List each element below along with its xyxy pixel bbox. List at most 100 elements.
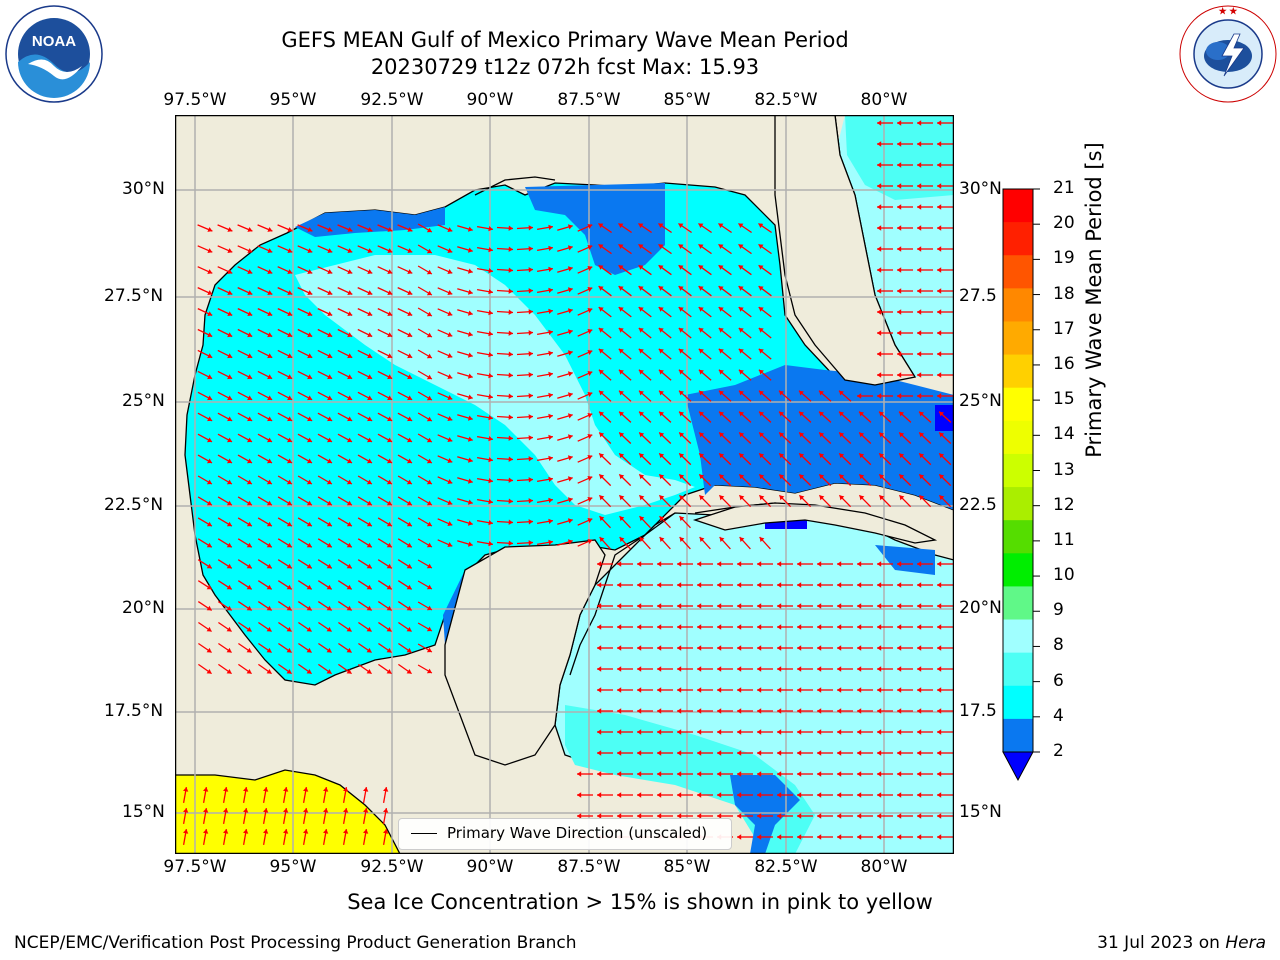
wave-arrow-head	[817, 687, 822, 693]
wave-arrow-head	[618, 369, 624, 375]
wave-arrow-head	[587, 224, 593, 229]
wave-arrow-head	[426, 437, 432, 443]
wave-arrow-head	[303, 787, 309, 792]
wave-arrow-head	[206, 479, 212, 485]
wave-arrow-head	[899, 411, 904, 417]
wave-arrow-head	[346, 542, 352, 548]
wave-arrow-head	[677, 729, 682, 735]
lon-label-bottom: 97.5°W	[163, 857, 227, 877]
wave-arrow-head	[599, 411, 604, 417]
wave-arrow-head	[739, 474, 745, 480]
wave-arrow-head	[857, 645, 862, 651]
noaa-logo-text: NOAA	[32, 33, 76, 50]
wave-arrow-head	[777, 750, 782, 756]
wave-arrow-head	[528, 267, 533, 273]
wave-arrow-head	[246, 647, 252, 653]
wave-arrow-head	[617, 729, 622, 735]
wave-arrow-head	[467, 394, 473, 400]
wave-arrow-head	[738, 369, 744, 375]
lat-label-right: 25°N	[959, 391, 1002, 411]
wave-arrow-head	[679, 411, 684, 417]
wave-arrow-head	[286, 542, 292, 548]
wave-arrow-head	[897, 834, 902, 840]
wave-arrow-head	[227, 269, 233, 274]
wave-arrow-head	[326, 542, 332, 548]
wave-arrow-head	[567, 434, 573, 440]
wave-arrow-head	[937, 582, 942, 588]
wave-arrow-head	[528, 393, 533, 399]
wave-arrow-head	[917, 750, 922, 756]
wave-arrow-head	[658, 328, 664, 333]
wave-arrow-head	[637, 813, 642, 819]
wave-arrow-head	[286, 584, 292, 590]
wave-arrow-head	[426, 605, 432, 611]
wave-arrow-head	[659, 432, 665, 438]
wave-arrow-head	[697, 708, 702, 714]
wave-arrow-head	[738, 328, 744, 333]
wave-arrow-head	[618, 307, 624, 312]
wave-arrow-head	[367, 290, 373, 295]
wave-arrow-head	[263, 787, 269, 792]
wave-arrow-head	[657, 792, 662, 798]
wave-arrow-head	[597, 792, 602, 798]
wave-arrow-head	[597, 813, 602, 819]
wave-arrow-head	[528, 372, 533, 378]
wave-arrow-head	[226, 542, 232, 548]
wave-arrow-head	[346, 479, 352, 485]
wave-arrow-head	[717, 708, 722, 714]
wave-arrow-head	[307, 353, 313, 359]
wave-arrow-head	[677, 603, 682, 609]
wave-arrow-head	[917, 624, 922, 630]
wave-arrow-head	[306, 647, 312, 653]
wave-arrow-head	[363, 808, 369, 813]
wave-arrow-head	[488, 436, 493, 442]
wave-arrow-head	[587, 350, 593, 355]
wave-arrow-head	[939, 453, 945, 459]
wave-arrow-head	[548, 308, 553, 314]
wave-arrow-head	[879, 432, 885, 438]
colorbar-bins	[1003, 189, 1033, 753]
wave-arrow-head	[637, 624, 642, 630]
wave-arrow-head	[306, 584, 312, 590]
wave-arrow-head	[207, 353, 213, 359]
wave-arrow-head	[286, 479, 292, 485]
wave-arrow-head	[817, 561, 822, 567]
wave-arrow-head	[206, 669, 212, 674]
wave-arrow-head	[937, 330, 942, 336]
wave-arrow-head	[226, 626, 232, 632]
wave-arrow-head	[587, 476, 593, 481]
wave-arrow-head	[837, 645, 842, 651]
wave-arrow-head	[777, 729, 782, 735]
wave-arrow-head	[467, 373, 473, 379]
wave-arrow-head	[678, 265, 684, 270]
wave-arrow-head	[637, 687, 642, 693]
wave-arrow-head	[897, 561, 902, 567]
wave-arrow-head	[508, 246, 513, 252]
colorbar-bin	[1003, 652, 1033, 687]
wave-arrow-head	[697, 582, 702, 588]
wave-arrow-head	[599, 516, 605, 522]
wave-arrow-head	[488, 289, 493, 295]
wave-arrow-head	[263, 808, 269, 813]
wave-arrow-head	[367, 248, 373, 253]
wave-arrow-head	[877, 351, 882, 357]
wave-arrow-head	[737, 813, 742, 819]
wave-arrow-head	[307, 311, 313, 316]
wave-arrow-head	[777, 582, 782, 588]
wave-arrow-head	[797, 582, 802, 588]
wave-arrow-head	[718, 244, 724, 249]
wave-arrow-head	[346, 584, 352, 590]
wave-arrow-head	[659, 474, 665, 480]
wave-arrow-head	[343, 787, 349, 792]
wave-arrow-head	[508, 330, 513, 336]
wave-arrow-head	[346, 500, 352, 506]
wave-arrow-head	[266, 521, 272, 527]
wave-arrow-head	[488, 247, 493, 253]
wave-arrow-head	[698, 307, 704, 312]
wave-arrow-head	[387, 437, 392, 443]
wave-arrow-head	[718, 328, 724, 333]
colorbar-tick-label: 4	[1053, 705, 1064, 726]
wave-arrow-head	[598, 286, 604, 291]
wave-arrow-head	[797, 624, 802, 630]
colorbar-tick-label: 12	[1053, 494, 1075, 515]
